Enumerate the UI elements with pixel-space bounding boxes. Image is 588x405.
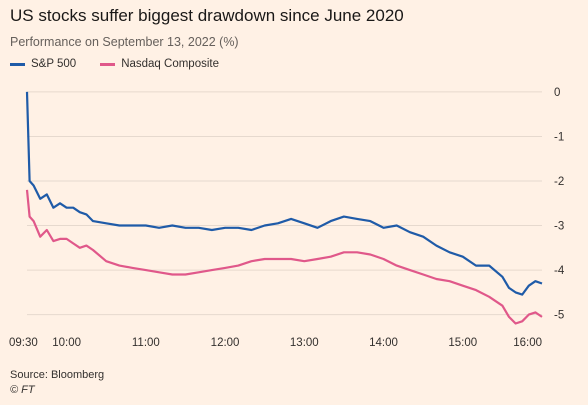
- x-tick-label: 15:00: [448, 337, 477, 349]
- ft-credit: © FT: [10, 384, 35, 396]
- legend-item-nasdaq: Nasdaq Composite: [100, 58, 219, 70]
- legend: S&P 500 Nasdaq Composite: [10, 58, 243, 70]
- x-tick-label: 14:00: [369, 337, 398, 349]
- y-tick-label: -5: [554, 310, 564, 322]
- x-tick-label: 13:00: [290, 337, 319, 349]
- y-axis-ticks: 0 -1 -2 -3 -4 -5: [554, 87, 565, 322]
- legend-swatch-nasdaq: [100, 62, 116, 66]
- y-tick-label: -1: [554, 131, 564, 143]
- legend-label-sp500: S&P 500: [31, 58, 77, 70]
- x-axis-ticks: 09:30 10:00 11:00 12:00 13:00 14:00 15:00 16:00: [9, 337, 542, 349]
- y-tick-label: -3: [554, 221, 564, 233]
- series-lines: [25, 91, 543, 325]
- x-tick-label: 12:00: [211, 337, 240, 349]
- source-note: Source: Bloomberg: [10, 369, 105, 381]
- y-tick-label: -4: [554, 265, 565, 277]
- series-line-sp500: [25, 91, 543, 296]
- x-tick-label: 09:30: [9, 337, 38, 349]
- series-line-nasdaq: [25, 189, 543, 325]
- legend-swatch-sp500: [10, 62, 25, 66]
- x-tick-label: 10:00: [52, 337, 81, 349]
- legend-label-nasdaq: Nasdaq Composite: [121, 58, 219, 70]
- y-tick-label: -2: [554, 176, 564, 188]
- chart-title: US stocks suffer biggest drawdown since …: [10, 6, 404, 25]
- y-tick-label: 0: [554, 87, 560, 99]
- footer: Source: Bloomberg © FT: [10, 368, 104, 398]
- chart-subtitle: Performance on September 13, 2022 (%): [10, 35, 239, 49]
- gridlines: [27, 91, 542, 316]
- x-tick-label: 16:00: [513, 337, 542, 349]
- x-tick-label: 11:00: [132, 337, 160, 349]
- legend-item-sp500: S&P 500: [10, 58, 76, 70]
